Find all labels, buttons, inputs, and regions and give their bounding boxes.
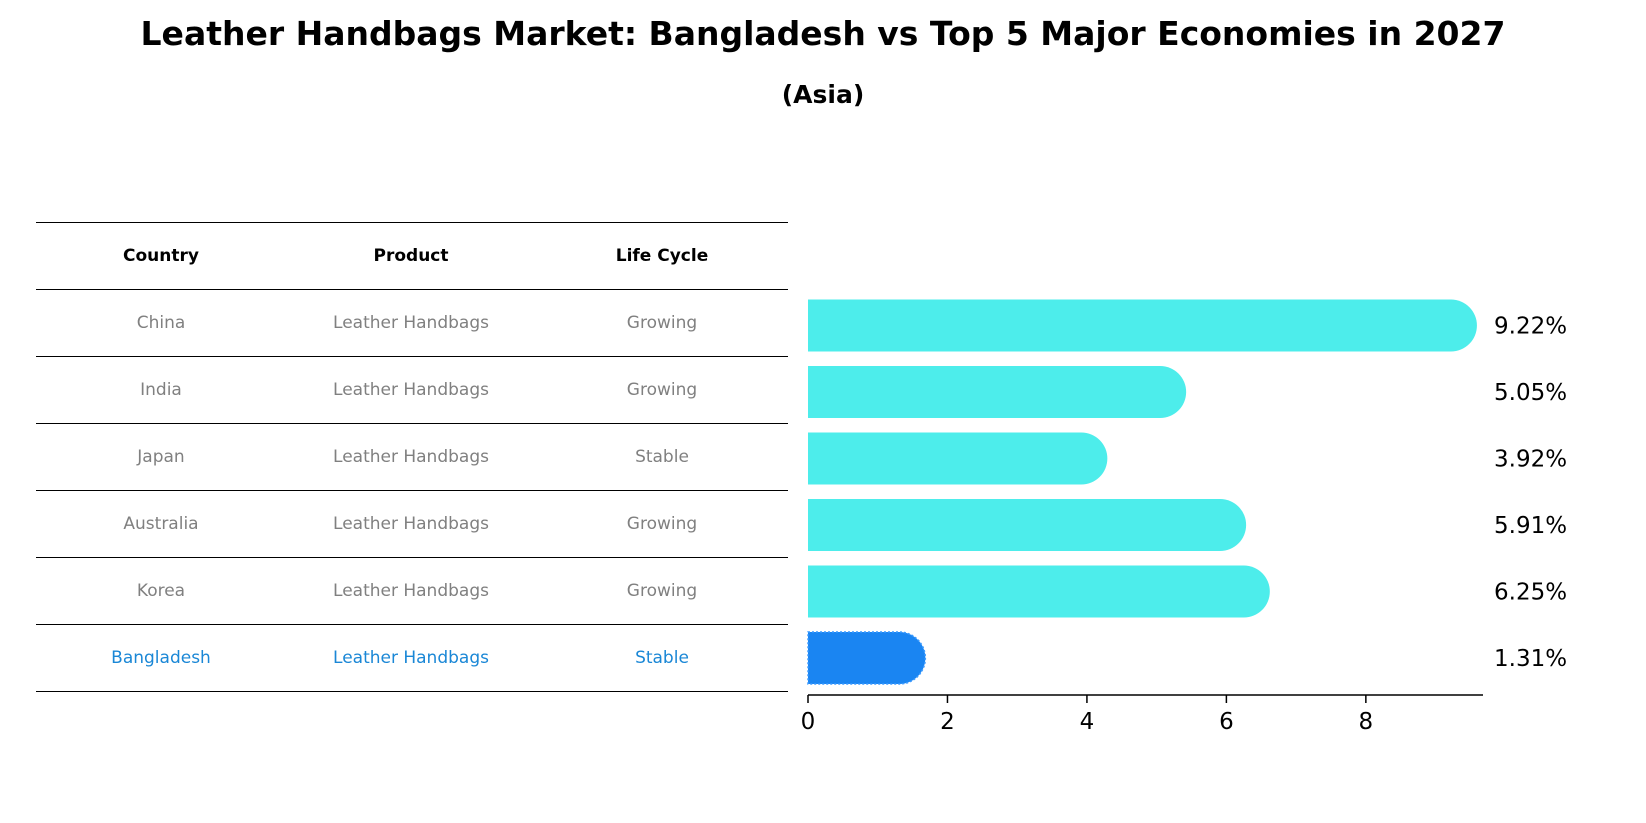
cell-life-cycle: Growing: [626, 581, 698, 601]
bar-india: [808, 366, 1187, 418]
data-table: Country Product Life Cycle China Leather…: [36, 222, 788, 692]
cell-country: Bangladesh: [111, 648, 211, 668]
cell-life-cycle: Growing: [626, 313, 698, 333]
bar-korea: [808, 565, 1270, 618]
chart-subtitle: (Asia): [781, 80, 865, 109]
x-tick-label: 0: [801, 709, 816, 735]
cell-country: Australia: [123, 514, 199, 534]
bar-australia: [808, 499, 1247, 551]
cell-life-cycle: Stable: [635, 447, 689, 467]
value-label: 5.05%: [1494, 380, 1567, 406]
value-label: 3.92%: [1494, 447, 1567, 473]
cell-product: Leather Handbags: [333, 447, 489, 467]
value-label: 5.91%: [1494, 513, 1567, 539]
x-tick-label: 4: [1080, 709, 1095, 735]
cell-country: China: [136, 313, 186, 333]
x-tick-label: 2: [940, 709, 955, 735]
cell-country: India: [140, 380, 182, 400]
bar-china: [808, 299, 1477, 352]
table-header-row: Country Product Life Cycle: [36, 222, 788, 289]
cell-country: Japan: [137, 447, 185, 467]
cell-product: Leather Handbags: [333, 581, 489, 601]
table-row: China Leather Handbags Growing: [36, 289, 788, 356]
table-row: Japan Leather Handbags Stable: [36, 423, 788, 490]
chart-title: Leather Handbags Market: Bangladesh vs T…: [140, 14, 1506, 53]
x-tick-label: 6: [1219, 709, 1234, 735]
header-country: Country: [123, 246, 199, 266]
cell-life-cycle: Growing: [626, 380, 698, 400]
header-product: Product: [373, 246, 449, 266]
cell-product: Leather Handbags: [333, 648, 489, 668]
table-row: Australia Leather Handbags Growing: [36, 490, 788, 557]
value-label: 1.31%: [1494, 646, 1567, 672]
bar-bangladesh: [807, 631, 927, 685]
cell-life-cycle: Stable: [635, 648, 689, 668]
table-row: India Leather Handbags Growing: [36, 356, 788, 423]
x-tick-label: 8: [1359, 709, 1374, 735]
table-row-highlighted: Bangladesh Leather Handbags Stable: [36, 624, 788, 692]
bar-japan: [808, 432, 1108, 485]
cell-product: Leather Handbags: [333, 313, 489, 333]
cell-life-cycle: Growing: [626, 514, 698, 534]
table-row: Korea Leather Handbags Growing: [36, 557, 788, 624]
cell-country: Korea: [136, 581, 186, 601]
cell-product: Leather Handbags: [333, 380, 489, 400]
value-label: 9.22%: [1494, 314, 1567, 340]
cell-product: Leather Handbags: [333, 514, 489, 534]
value-label: 6.25%: [1494, 580, 1567, 606]
header-life-cycle: Life Cycle: [615, 246, 709, 266]
